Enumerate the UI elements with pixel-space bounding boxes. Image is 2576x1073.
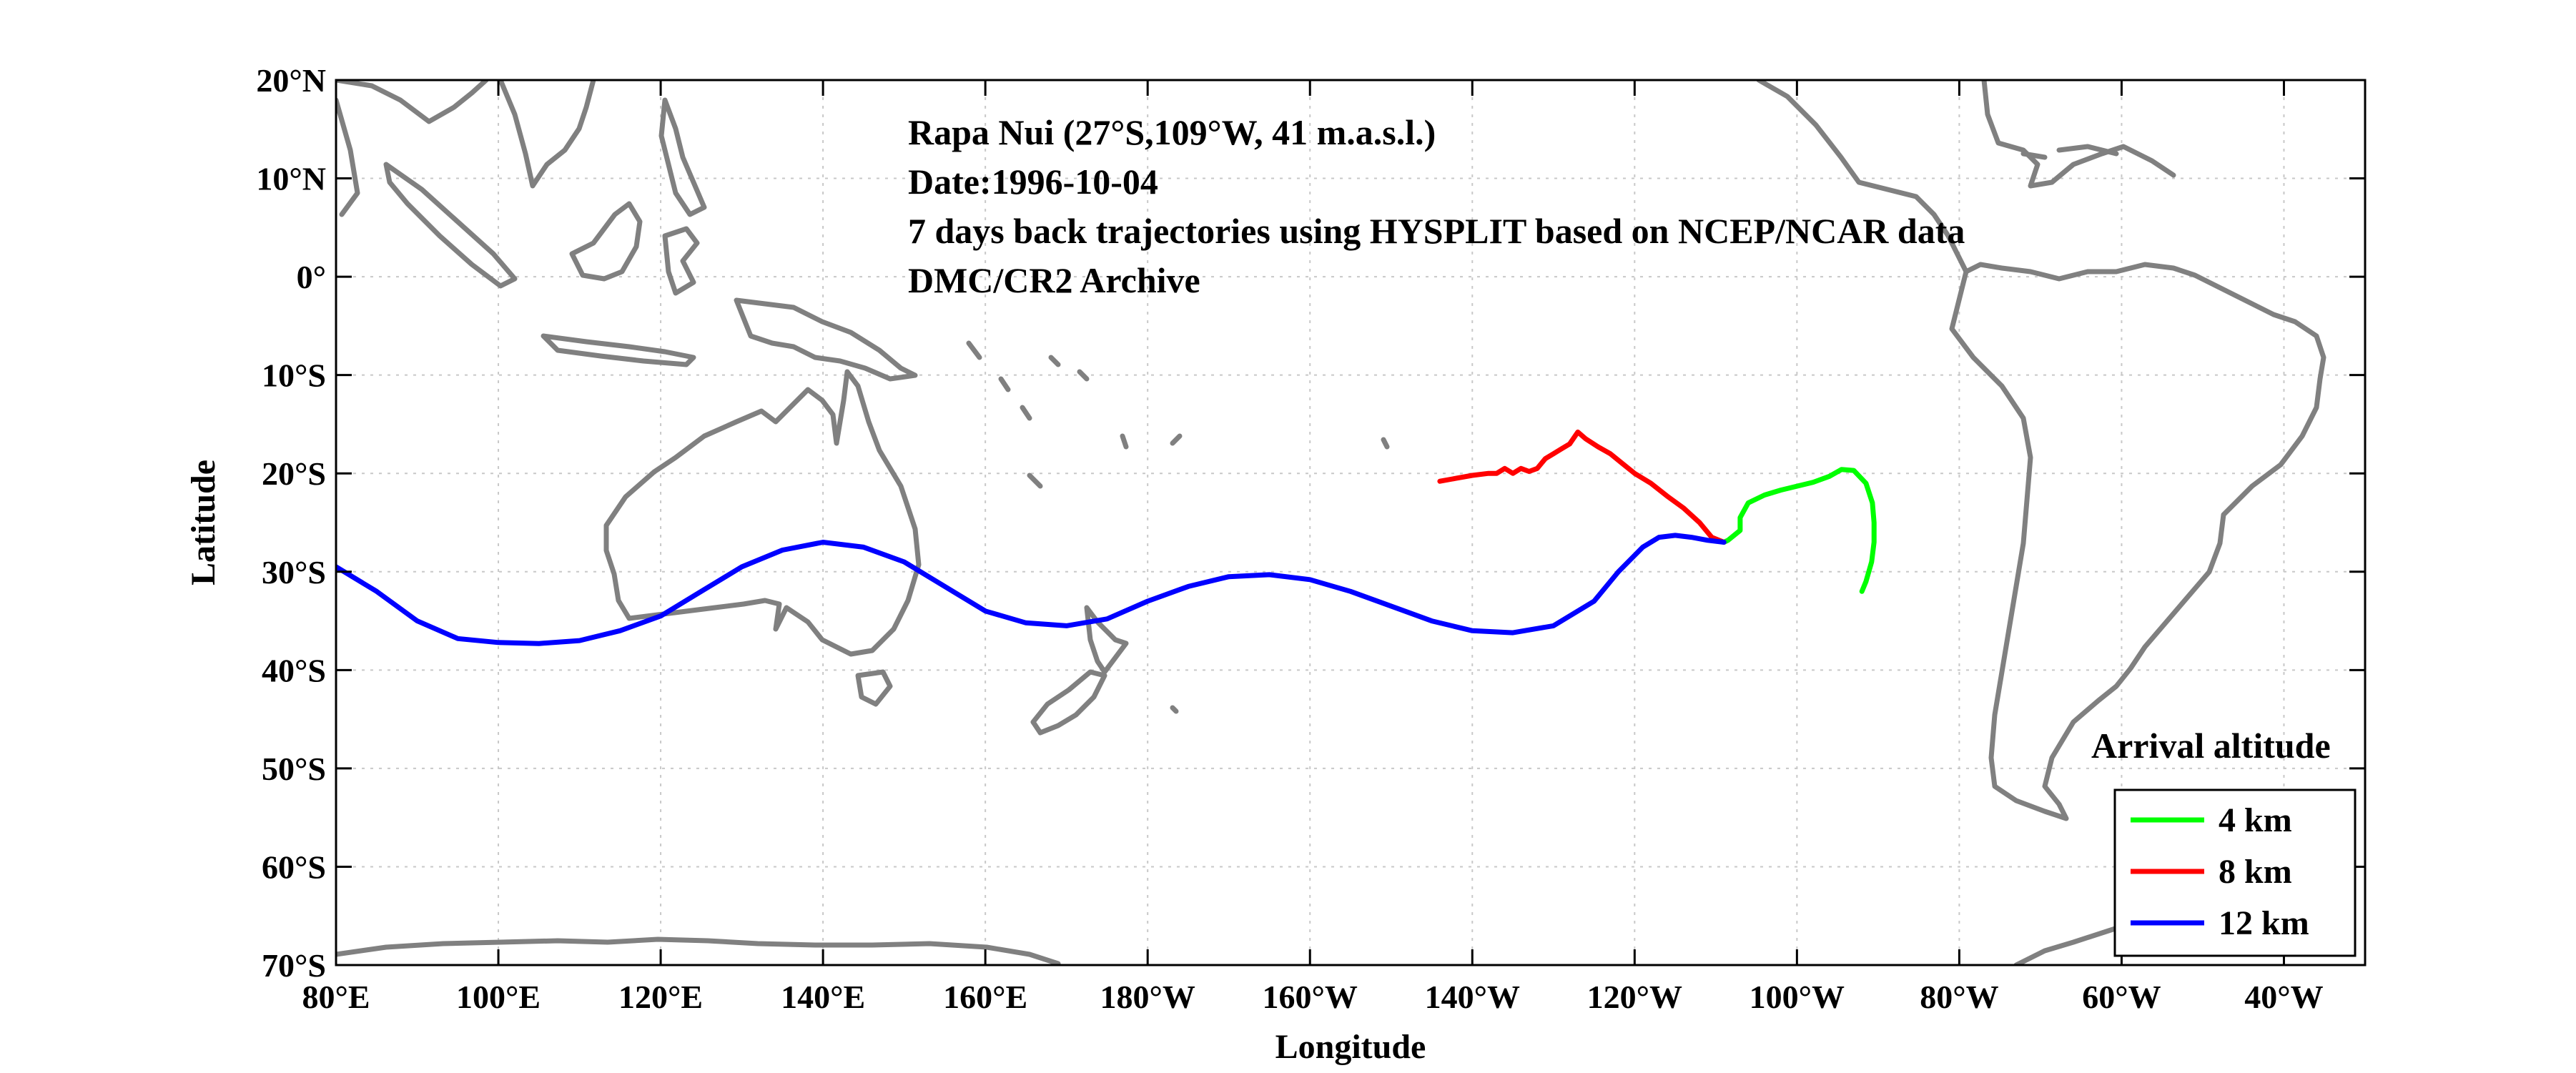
x-tick-label: 140°E	[781, 979, 865, 1015]
x-tick-label: 160°E	[943, 979, 1027, 1015]
coastline-north-america	[1756, 80, 2176, 275]
coastline-se-asia	[336, 80, 596, 189]
coastline-australia	[603, 369, 922, 657]
x-tick-label: 40°W	[2244, 979, 2323, 1015]
legend-items: 4 km 8 km 12 km	[2131, 801, 2309, 942]
y-tick-label: 10°S	[262, 357, 326, 394]
axis-ticks: 80°E 100°E 120°E 140°E 160°E 180°W 160°W 140°W 1…	[256, 62, 2365, 1015]
x-tick-label: 120°E	[618, 979, 703, 1015]
coastline-new-guinea	[734, 297, 918, 382]
coastline-pacific-islands	[966, 340, 1390, 714]
y-tick-label: 60°S	[262, 849, 326, 885]
coastline-tasmania	[855, 669, 893, 707]
x-tick-label: 100°E	[456, 979, 541, 1015]
x-tick-label: 80°W	[1920, 979, 1998, 1015]
info-annotation: Rapa Nui (27°S,109°W, 41 m.a.s.l.) Date:…	[908, 112, 1965, 300]
trajectory-line-8-km	[1437, 429, 1727, 545]
y-tick-label: 0°	[297, 259, 326, 295]
y-tick-label: 70°S	[262, 947, 326, 984]
x-axis-label: Longitude	[1275, 1028, 1426, 1066]
info-line-method: 7 days back trajectories using HYSPLIT b…	[908, 211, 1965, 251]
coastline-caribbean	[2020, 144, 2119, 160]
coastline-south-america	[1949, 262, 2326, 821]
coastline-new-zealand-south	[1030, 669, 1107, 736]
x-tick-label: 180°W	[1100, 979, 1195, 1015]
x-tick-label: 160°W	[1263, 979, 1358, 1015]
coastline-new-zealand-north	[1084, 605, 1129, 675]
trajectory-line-4-km	[1721, 467, 1877, 594]
legend: Arrival altitude 4 km 8 km 12 km	[2091, 726, 2357, 957]
coastline-sumatra	[383, 162, 518, 289]
trajectory-series	[336, 429, 1877, 646]
y-tick-label: 30°S	[262, 554, 326, 590]
x-tick-label: 140°W	[1425, 979, 1520, 1015]
y-tick-label: 20°N	[256, 62, 326, 99]
y-tick-label: 40°S	[262, 652, 326, 688]
plot-frame	[335, 79, 2367, 966]
trajectory-line-12-km	[336, 533, 1727, 646]
legend-title: Arrival altitude	[2091, 726, 2331, 766]
y-tick-label: 10°N	[256, 161, 326, 197]
info-line-date: Date:1996-10-04	[908, 162, 1158, 202]
legend-label: 8 km	[2219, 853, 2292, 891]
y-tick-label: 20°S	[262, 455, 326, 492]
info-line-location: Rapa Nui (27°S,109°W, 41 m.a.s.l.)	[908, 112, 1436, 152]
coastline-java	[541, 333, 696, 367]
coastline-africa-edge	[336, 97, 360, 217]
x-tick-label: 120°W	[1587, 979, 1682, 1015]
coastline-philippines	[658, 97, 707, 217]
coastline-sulawesi	[662, 226, 700, 296]
coastline-antarctica-west	[336, 936, 1061, 965]
y-axis-label: Latitude	[184, 460, 222, 585]
x-tick-label: 60°W	[2082, 979, 2161, 1015]
legend-label: 12 km	[2219, 904, 2309, 942]
y-tick-label: 50°S	[262, 751, 326, 787]
legend-label: 4 km	[2219, 801, 2292, 839]
x-tick-label: 80°E	[302, 979, 370, 1015]
x-tick-label: 100°W	[1750, 979, 1845, 1015]
info-line-archive: DMC/CR2 Archive	[908, 260, 1200, 300]
coastline-borneo	[569, 201, 643, 282]
coastlines	[336, 80, 2326, 965]
